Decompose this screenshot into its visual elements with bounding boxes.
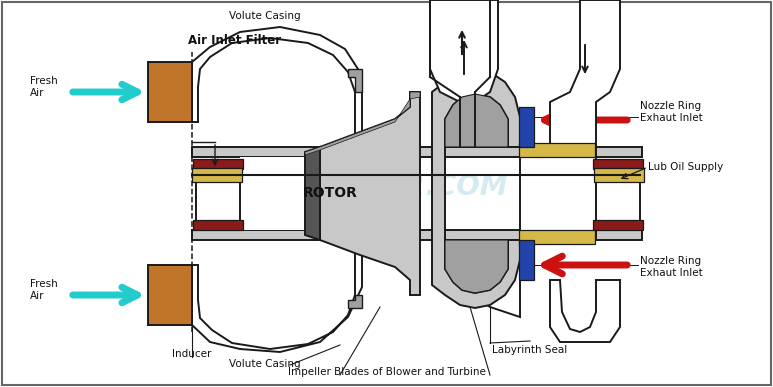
Bar (192, 147, 642, 157)
Bar (196, 163, 240, 224)
Bar (519, 107, 534, 147)
Bar (193, 220, 243, 230)
Polygon shape (305, 92, 420, 155)
Bar (520, 147, 596, 240)
Bar (192, 230, 642, 240)
Polygon shape (430, 0, 498, 147)
Text: Fresh
Air: Fresh Air (30, 279, 58, 301)
Polygon shape (445, 94, 508, 147)
Text: Fresh
Air: Fresh Air (30, 76, 58, 98)
Text: Nozzle Ring
Exhaut Inlet: Nozzle Ring Exhaut Inlet (640, 256, 703, 278)
Bar (148, 265, 192, 325)
Bar (519, 230, 595, 244)
Text: Lub Oil Supply: Lub Oil Supply (648, 162, 724, 172)
Bar (596, 163, 640, 224)
Bar (192, 168, 242, 182)
Polygon shape (460, 240, 520, 317)
Polygon shape (348, 295, 362, 308)
Polygon shape (348, 69, 362, 92)
Bar (519, 240, 534, 280)
Bar (240, 157, 410, 230)
Text: Labyrinth Seal: Labyrinth Seal (492, 345, 567, 355)
Bar (593, 159, 643, 169)
Polygon shape (320, 92, 420, 295)
Bar (148, 62, 192, 122)
Text: Gas IN: Gas IN (583, 3, 617, 13)
Polygon shape (192, 27, 362, 147)
Text: SHIPFEVER.COM: SHIPFEVER.COM (252, 173, 509, 201)
Text: Nozzle Ring
Exhaut Inlet: Nozzle Ring Exhaut Inlet (640, 101, 703, 123)
Text: Gas Out: Gas Out (443, 3, 485, 13)
Bar (594, 168, 644, 182)
Polygon shape (192, 240, 362, 352)
Bar (593, 220, 643, 230)
Text: ROTOR: ROTOR (302, 186, 357, 200)
Polygon shape (305, 147, 320, 240)
Polygon shape (432, 69, 520, 308)
Text: Volute Casing: Volute Casing (229, 11, 301, 21)
Polygon shape (550, 280, 620, 342)
Text: Inducer: Inducer (172, 349, 212, 359)
Bar (193, 159, 243, 169)
Bar (519, 143, 595, 157)
Text: Impeller Blades of Blower and Turbine: Impeller Blades of Blower and Turbine (288, 367, 486, 377)
Text: Volute Casing: Volute Casing (229, 359, 301, 369)
Polygon shape (550, 0, 620, 147)
Text: Air Inlet Filter: Air Inlet Filter (189, 34, 281, 47)
Polygon shape (445, 240, 508, 293)
